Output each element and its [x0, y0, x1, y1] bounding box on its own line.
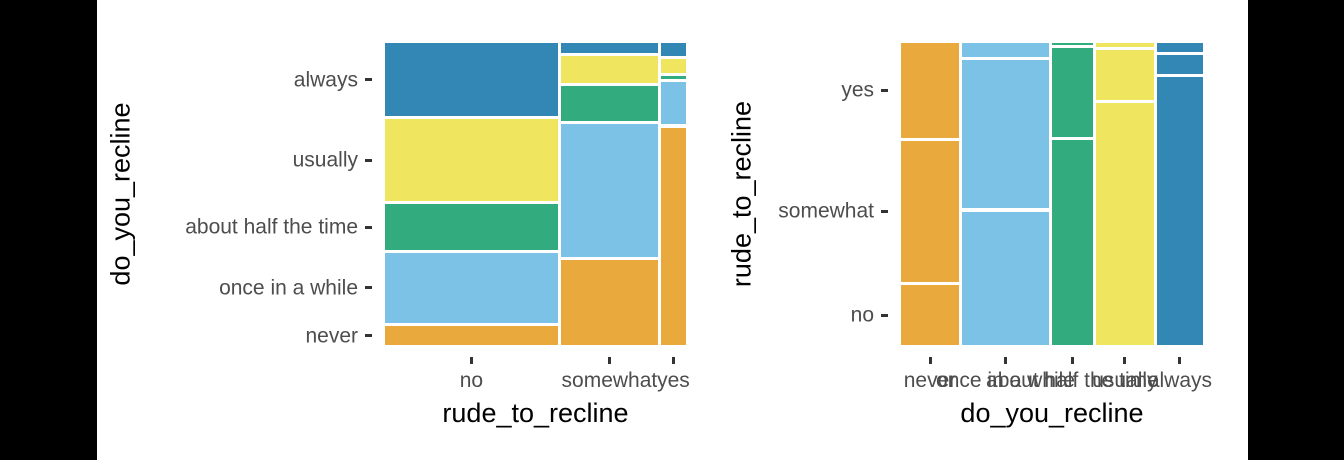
x-tick — [928, 357, 932, 364]
x-tick — [1178, 357, 1182, 364]
x-tick-label: no — [459, 369, 484, 392]
x-tick-label: always — [1147, 369, 1213, 392]
x-tick — [671, 357, 675, 364]
y-tick — [881, 209, 888, 213]
mosaic-tile — [901, 140, 959, 283]
mosaic-tile — [560, 43, 658, 54]
mosaic-tile — [1156, 76, 1203, 345]
y-axis-title-right: rude_to_recline — [726, 100, 757, 288]
x-axis-title-left: rude_to_recline — [442, 398, 629, 428]
mosaic-tile — [660, 43, 686, 56]
y-tick-label: somewhat — [778, 199, 874, 223]
mosaic-tile — [962, 211, 1049, 345]
y-tick-label: once in a while — [219, 276, 358, 300]
x-tick-label: about half the time — [986, 369, 1159, 392]
mosaic-tile — [1095, 43, 1154, 47]
mosaic-tile — [1052, 140, 1093, 345]
mosaic-tile — [1095, 49, 1154, 100]
x-tick — [469, 357, 473, 364]
x-tick — [1123, 357, 1127, 364]
x-tick-label: once in a while — [936, 369, 1075, 392]
y-tick — [365, 225, 372, 229]
mosaic-tile — [560, 124, 658, 258]
y-tick-label: never — [305, 324, 358, 348]
mosaic-plot-right: do_you_recline rude_to_recline never once… — [97, 0, 1248, 460]
y-tick-label: yes — [841, 78, 874, 102]
mosaic-tile — [560, 56, 658, 84]
mosaic-tile — [1156, 43, 1203, 52]
y-tick — [365, 78, 372, 82]
mosaic-tile — [901, 43, 959, 138]
x-tick-label: never — [903, 369, 957, 392]
y-tick-label: about half the time — [185, 215, 358, 239]
figure-canvas: rude_to_recline do_you_recline no somewha… — [97, 0, 1248, 460]
y-tick — [365, 286, 372, 290]
y-tick-label: no — [850, 303, 874, 327]
x-axis-title-right: do_you_recline — [960, 398, 1144, 428]
mosaic-tile — [560, 86, 658, 122]
y-tick — [881, 313, 888, 317]
y-tick — [881, 88, 888, 92]
x-tick-label: yes — [657, 369, 690, 392]
y-tick — [365, 334, 372, 338]
mosaic-tile — [560, 260, 658, 345]
mosaic-tile — [962, 43, 1049, 57]
mosaic-tile — [385, 119, 558, 202]
mosaic-tile — [385, 252, 558, 324]
mosaic-tile — [1095, 102, 1154, 345]
mosaic-tile — [660, 81, 686, 125]
mosaic-tile — [385, 204, 558, 250]
y-tick-label: always — [293, 68, 358, 92]
mosaic-tile — [660, 75, 686, 79]
letterbox-right — [1248, 0, 1344, 460]
mosaic-tile — [660, 127, 686, 345]
mosaic-plot-left: rude_to_recline do_you_recline no somewha… — [97, 0, 1248, 460]
y-tick-label: usually — [292, 148, 358, 172]
mosaic-tile — [1052, 43, 1093, 46]
mosaic-tile — [660, 58, 686, 73]
mosaic-tile — [1156, 54, 1203, 74]
letterbox-left — [0, 0, 97, 460]
mosaic-tile — [385, 326, 558, 345]
x-tick-label: somewhat — [561, 369, 658, 392]
x-tick — [607, 357, 611, 364]
y-tick — [365, 158, 372, 162]
mosaic-tile — [962, 59, 1049, 209]
mosaic-tile — [1052, 48, 1093, 138]
mosaic-tile — [901, 285, 959, 345]
mosaic-tile — [385, 43, 558, 117]
x-tick-label: usually — [1092, 369, 1158, 392]
x-tick — [1070, 357, 1074, 364]
x-tick — [1004, 357, 1007, 364]
